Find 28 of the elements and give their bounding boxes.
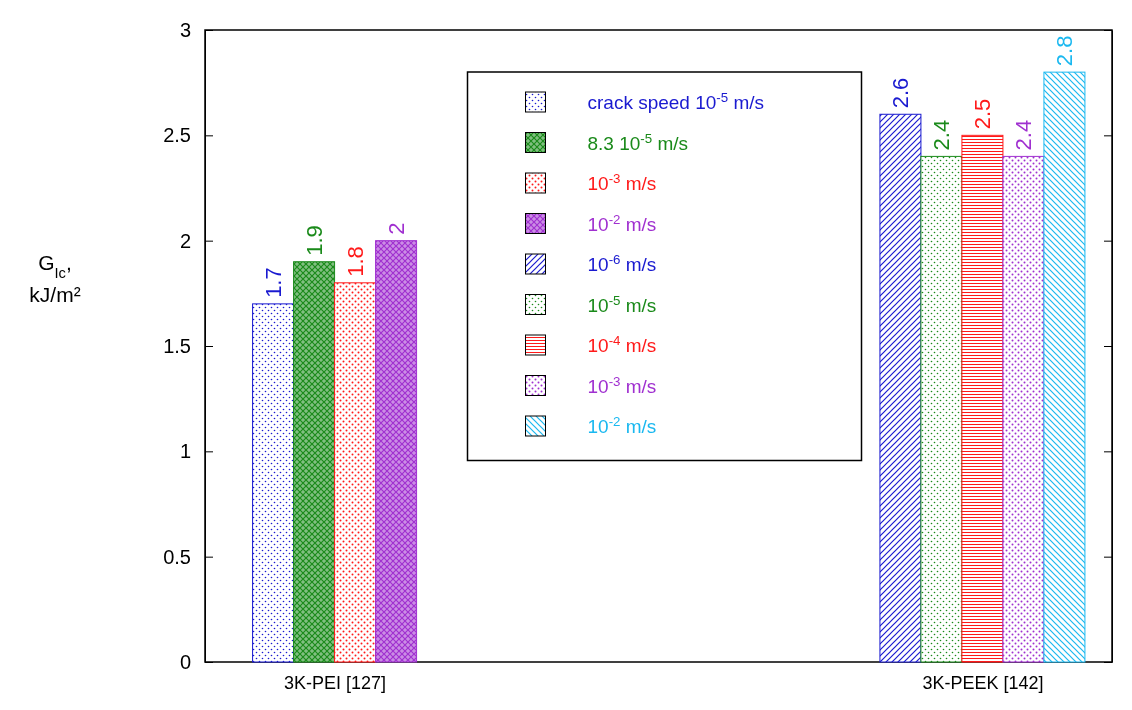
legend-label: 10$^{-2}$ m/s — [587, 413, 657, 437]
legend-label: crack speed 10$^{-5}$ m/s — [587, 89, 765, 113]
data-label: 2.5 — [970, 98, 996, 130]
data-label: 2 — [384, 222, 410, 235]
y-tick-label: 1 — [179, 440, 191, 463]
y-tick-label: 0.5 — [163, 545, 191, 568]
x-tick-label: 3K-PEI [127] — [284, 672, 387, 693]
data-label: 2.6 — [888, 77, 914, 109]
y-tick-label: 1.5 — [163, 334, 191, 357]
x-tick-label: 3K-PEEK [142] — [922, 672, 1044, 693]
legend-label: 10$^{-3}$ m/s — [587, 170, 657, 194]
data-label: 1.8 — [343, 246, 369, 277]
legend-label: 10$^{-2}$ m/s — [587, 211, 657, 235]
legend-label: 10$^{-3}$ m/s — [587, 373, 657, 397]
data-label: 2.4 — [1011, 119, 1037, 151]
legend-label: 10$^{-5}$ m/s — [587, 292, 657, 316]
data-label: 2.8 — [1052, 35, 1078, 67]
legend-label: 10$^{-4}$ m/s — [587, 332, 657, 356]
y-tick-label: 2.5 — [163, 124, 191, 147]
legend-label: 8.3 10$^{-5}$ m/s — [587, 130, 689, 154]
y-axis-title: G$_{Ic}$, kJ/m² — [29, 251, 81, 306]
y-tick-label: 2 — [179, 229, 191, 252]
y-tick-label: 3 — [179, 18, 191, 41]
legend-label: 10$^{-6}$ m/s — [587, 251, 657, 275]
data-label: 2.4 — [929, 119, 955, 151]
data-label: 1.7 — [261, 267, 287, 298]
y-tick-label: 0 — [179, 650, 191, 673]
data-label: 1.9 — [302, 225, 328, 256]
